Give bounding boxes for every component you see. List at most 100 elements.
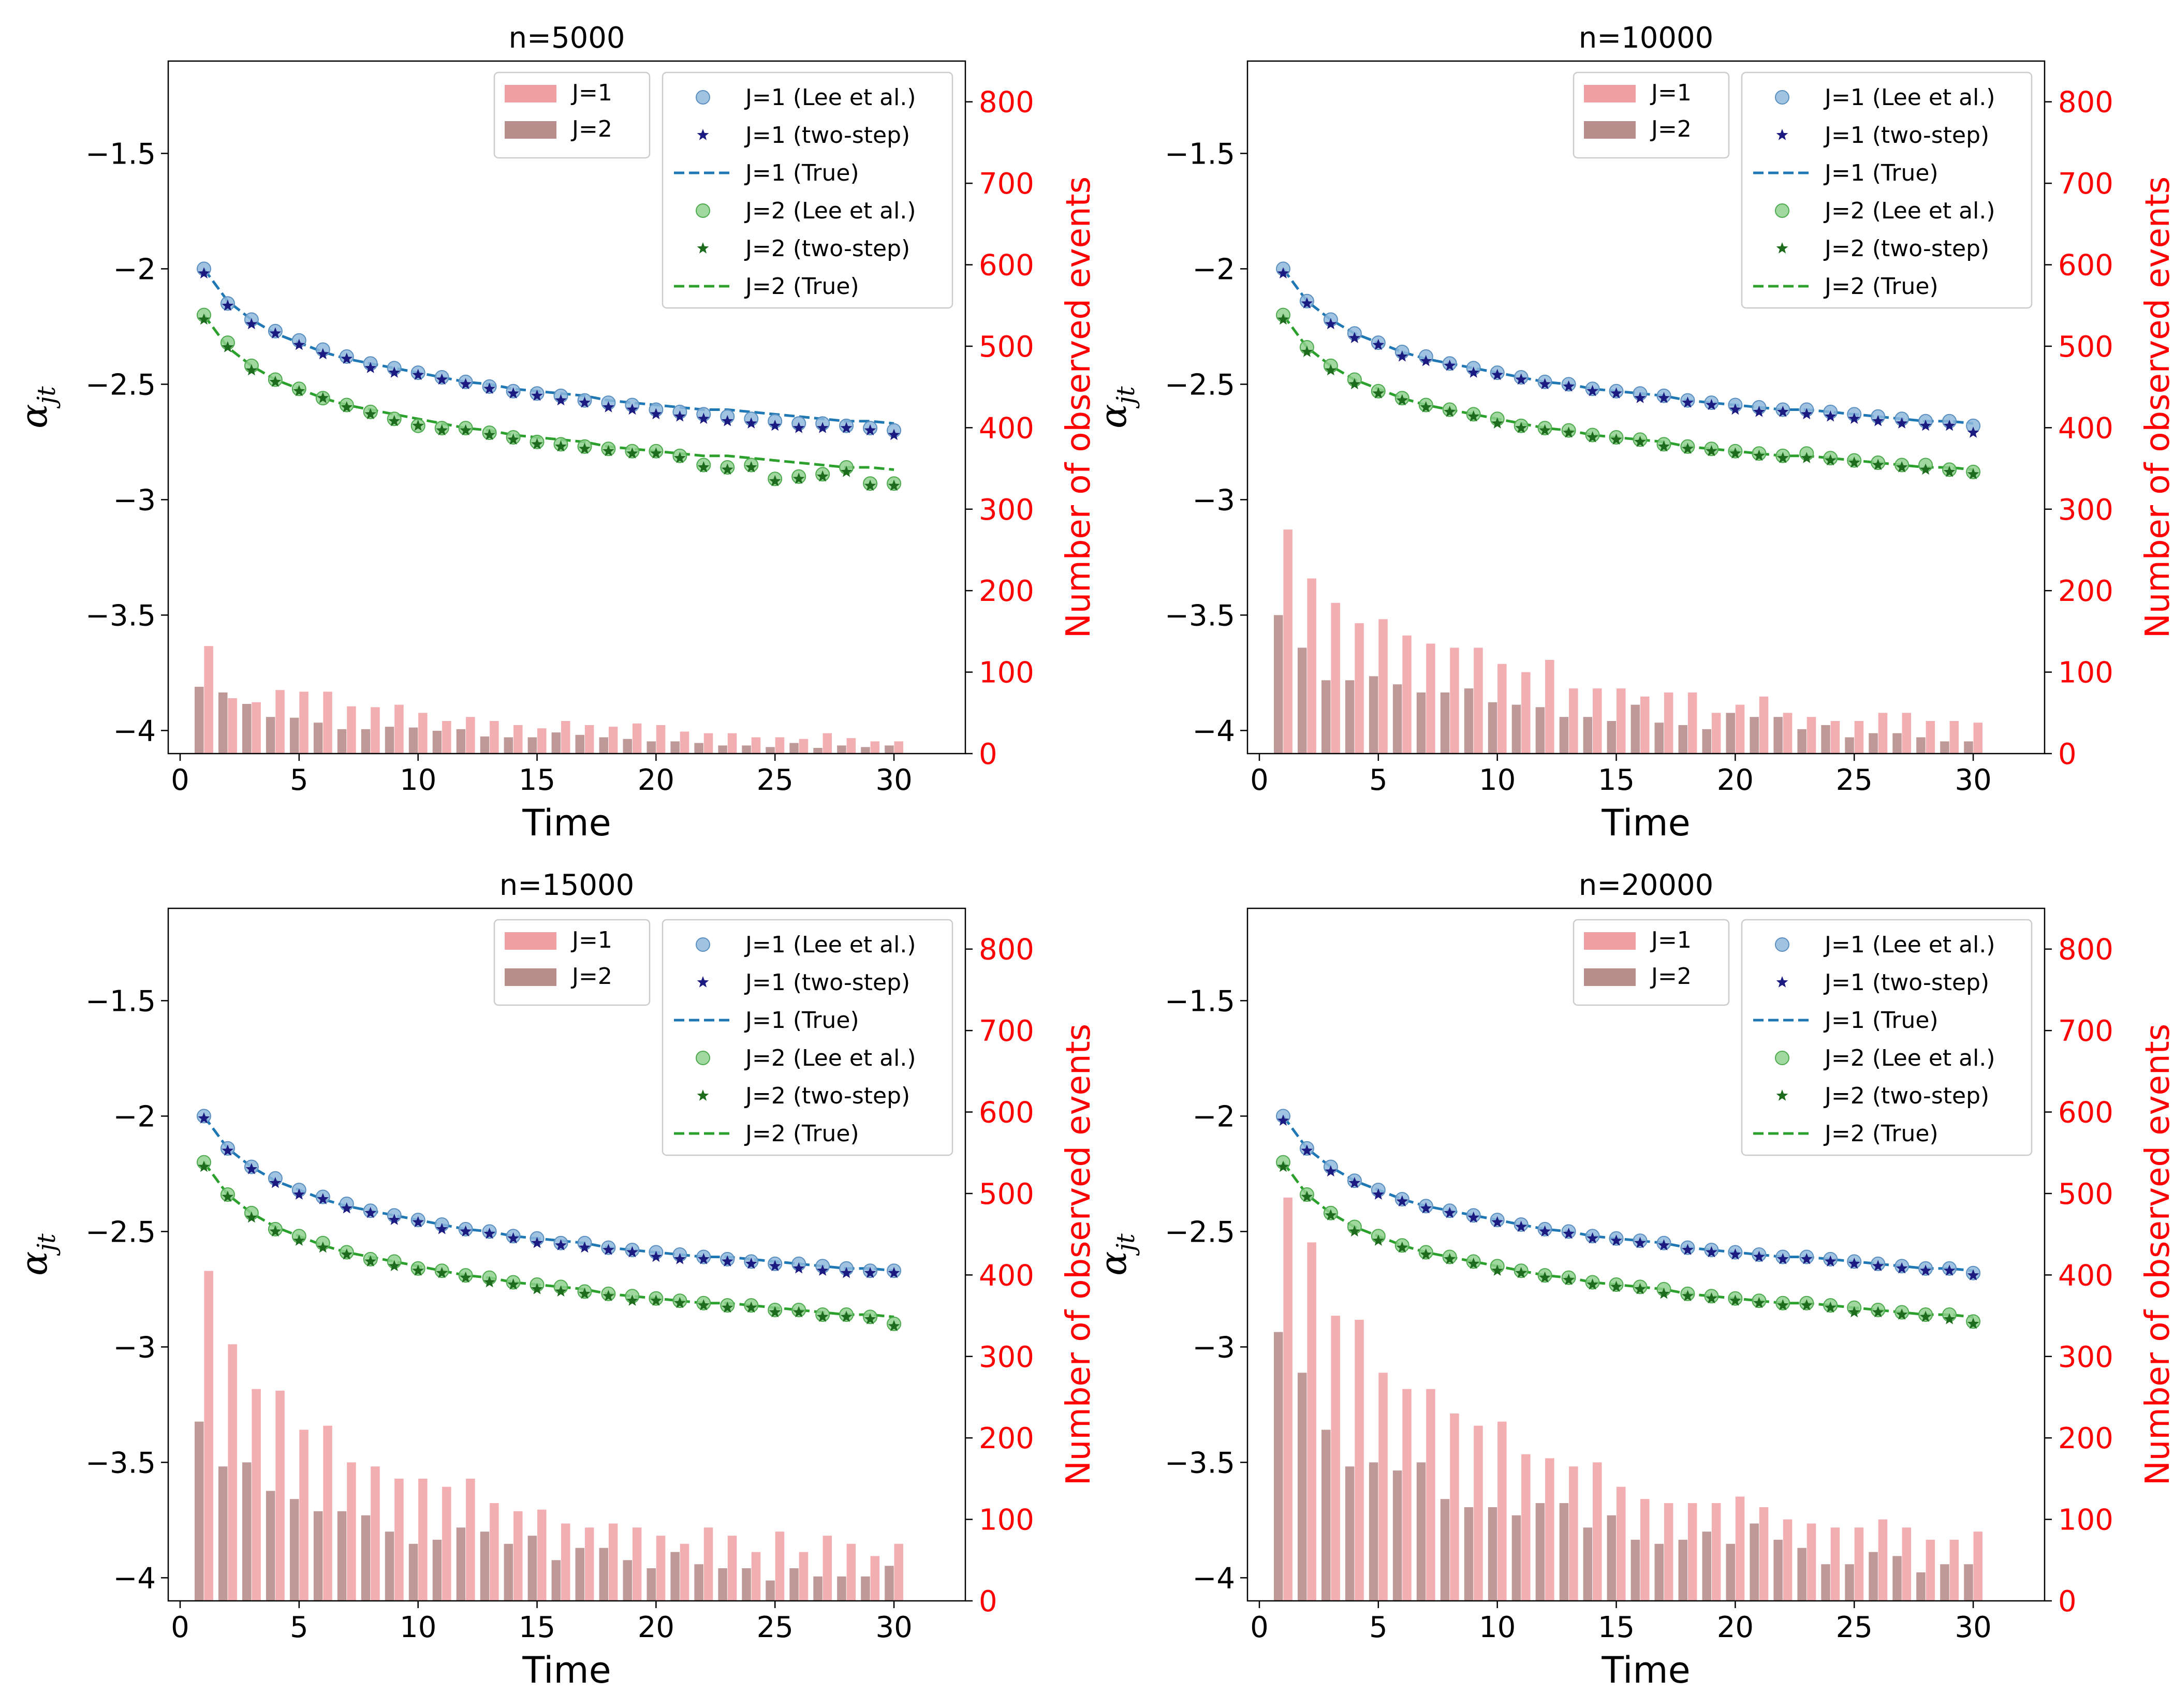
legend-label-j-2-two-step: J=2 (two-step) — [1823, 235, 1989, 262]
point-j-2-two-step-t7 — [1420, 401, 1432, 413]
point-j-1-two-step-t4 — [269, 327, 282, 338]
y-right-axis-label: Number of observed events — [2139, 176, 2174, 638]
bar-J1-t30 — [894, 741, 903, 754]
x-tick-label: 25 — [757, 763, 794, 797]
legend-label-j-2-two-step: J=2 (two-step) — [1823, 1083, 1989, 1109]
y-right-tick-label: 500 — [2058, 330, 2113, 364]
legend-marker-j-2-lee-et-al — [1775, 203, 1789, 218]
x-tick-label: 15 — [519, 1611, 555, 1644]
bar-J2-t16 — [1630, 1539, 1640, 1601]
point-j-2-two-step-t3 — [245, 1211, 258, 1223]
point-j-2-two-step-t23 — [721, 1301, 733, 1313]
bar-J1-t15 — [1617, 1486, 1626, 1601]
bar-J1-t14 — [1593, 1462, 1602, 1601]
bar-J1-t17 — [1664, 692, 1673, 754]
x-tick-label: 30 — [875, 763, 912, 797]
point-j-1-two-step-t13 — [1563, 380, 1575, 392]
point-j-2-two-step-t22 — [697, 461, 710, 473]
bar-J1-t23 — [1806, 717, 1816, 754]
x-tick-label: 15 — [519, 763, 555, 797]
legend-label-j-1-two-step: J=1 (two-step) — [744, 969, 910, 996]
bar-J1-t19 — [1711, 1503, 1721, 1601]
bar-J1-t20 — [1735, 1496, 1745, 1601]
point-j-1-two-step-t14 — [1587, 1232, 1598, 1244]
bar-J2-t26 — [1869, 733, 1878, 754]
point-j-1-two-step-t25 — [769, 419, 781, 431]
point-j-2-two-step-t12 — [460, 1271, 472, 1283]
y-axis-label: αjt — [13, 1233, 61, 1276]
y-tick-label: −2 — [113, 253, 156, 286]
y-tick-label: −3.5 — [1165, 599, 1235, 632]
point-j-1-two-step-t8 — [1444, 1206, 1456, 1218]
y-right-tick-label: 100 — [2058, 656, 2113, 690]
bar-J1-t15 — [537, 1509, 547, 1601]
bar-J1-t27 — [1902, 713, 1912, 754]
point-j-2-two-step-t13 — [483, 429, 495, 440]
point-j-2-two-step-t17 — [1658, 440, 1670, 452]
point-j-1-two-step-t15 — [1610, 1234, 1622, 1246]
point-j-2-two-step-t18 — [603, 1290, 614, 1301]
point-j-2-two-step-t19 — [1706, 445, 1717, 457]
bar-J2-t9 — [385, 727, 394, 754]
y-right-tick-label: 100 — [979, 656, 1034, 690]
point-j-1-two-step-t30 — [1967, 426, 1979, 438]
bar-J2-t16 — [1630, 704, 1640, 754]
x-axis-label: Time — [1601, 1649, 1690, 1691]
point-j-1-two-step-t3 — [1325, 318, 1337, 330]
point-j-1-two-step-t28 — [1919, 1264, 1932, 1276]
bar-J1-t13 — [1569, 688, 1578, 754]
bar-J1-t27 — [822, 1536, 832, 1601]
bar-J2-t15 — [527, 1536, 537, 1601]
legend-label-j-2-lee-et-al: J=2 (Lee et al.) — [744, 1045, 916, 1071]
point-j-2-two-step-t15 — [531, 1283, 543, 1294]
y-right-tick-label: 600 — [979, 1096, 1034, 1130]
bar-J1-t24 — [1830, 1527, 1840, 1601]
y-tick-label: −3.5 — [85, 599, 156, 632]
point-j-1-two-step-t19 — [626, 1246, 638, 1258]
point-j-1-two-step-t2 — [222, 299, 234, 311]
bar-J2-t29 — [1940, 741, 1949, 754]
x-tick-label: 25 — [757, 1611, 794, 1644]
point-j-1-two-step-t12 — [460, 378, 472, 390]
point-j-2-two-step-t12 — [1539, 1271, 1551, 1283]
bar-J1-t15 — [537, 728, 547, 754]
legend-label-j-2-true: J=2 (True) — [1823, 273, 1938, 300]
point-j-1-two-step-t16 — [1634, 1236, 1646, 1248]
point-j-1-two-step-t20 — [1729, 1248, 1741, 1260]
point-j-1-two-step-t12 — [1539, 1225, 1551, 1237]
point-j-1-two-step-t6 — [317, 348, 329, 360]
bar-J1-t6 — [1402, 1389, 1412, 1601]
bar-J1-t29 — [1949, 1539, 1959, 1601]
point-j-2-two-step-t4 — [1348, 378, 1361, 390]
legend-series: J=1 (Lee et al.) J=1 (two-step) J=1 (True)… — [1741, 919, 2033, 1156]
bar-J1-t25 — [775, 1532, 785, 1601]
point-j-1-two-step-t12 — [1539, 378, 1551, 390]
bar-J2-t25 — [766, 1580, 775, 1601]
y-right-tick-label: 400 — [2058, 1259, 2113, 1292]
y-tick-label: −2.5 — [1165, 368, 1235, 402]
point-j-1-two-step-t18 — [1682, 1244, 1694, 1255]
bar-J1-t23 — [1806, 1523, 1816, 1601]
point-j-1-two-step-t20 — [650, 1250, 662, 1262]
x-tick-label: 10 — [400, 1611, 436, 1644]
y-right-tick-label: 0 — [2058, 738, 2077, 771]
legend-label-j-2-lee-et-al: J=2 (Lee et al.) — [744, 198, 916, 224]
point-j-2-two-step-t30 — [1967, 1317, 1979, 1329]
legend-label-j-1-true: J=1 (True) — [1823, 160, 1938, 186]
y-tick-label: −3.5 — [1165, 1446, 1235, 1480]
point-j-1-two-step-t6 — [1396, 1195, 1408, 1207]
bar-J1-t23 — [727, 733, 737, 754]
point-j-2-two-step-t3 — [1325, 1209, 1337, 1220]
bar-J2-t13 — [480, 736, 490, 754]
y-tick-label: −4 — [113, 714, 156, 748]
bar-J1-t26 — [799, 739, 809, 754]
subplot-title: n=20000 — [1579, 868, 1714, 902]
plot-frame — [167, 60, 966, 755]
point-j-1-two-step-t7 — [341, 1202, 353, 1214]
x-tick-label: 30 — [1955, 1611, 1991, 1644]
bar-J2-t6 — [1392, 684, 1402, 754]
point-j-1-two-step-t3 — [245, 318, 258, 330]
bar-J1-t1 — [204, 646, 213, 754]
legend-marker-j-2-two-step — [1776, 1089, 1788, 1101]
bar-J2-t16 — [551, 1560, 561, 1601]
